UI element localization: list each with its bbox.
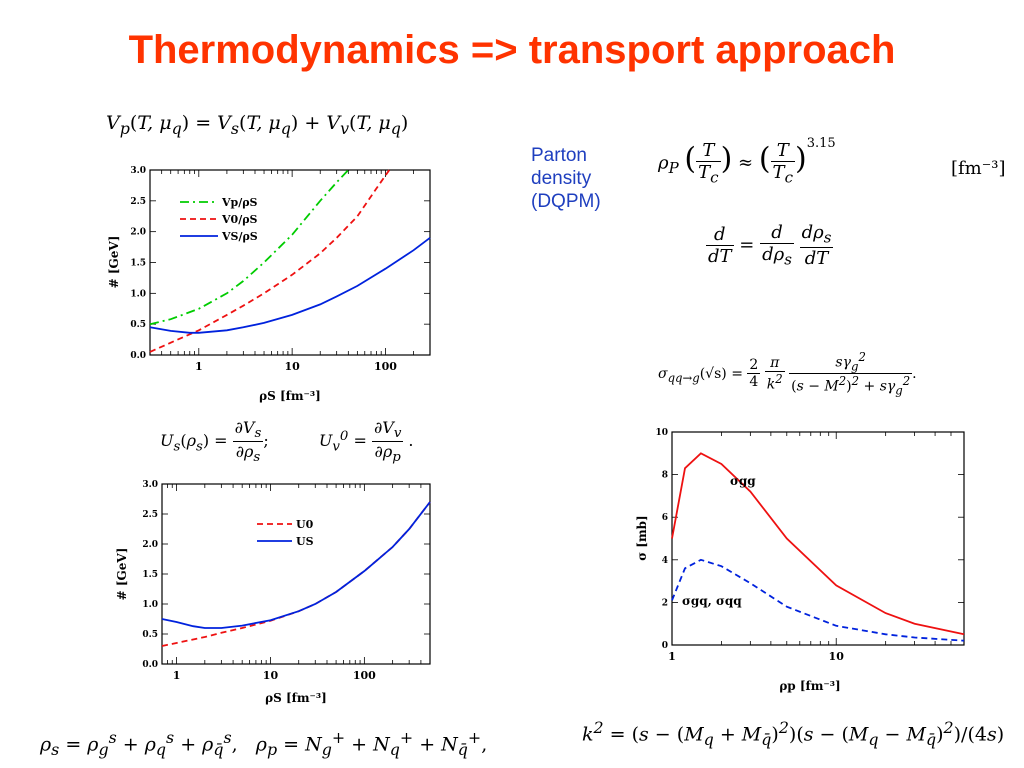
density-unit: [fm⁻³] <box>951 158 1006 179</box>
note-line-1: Parton <box>531 145 587 166</box>
y-tick-label: 0.5 <box>142 630 158 640</box>
y-tick-label: 10 <box>655 428 668 438</box>
density-power-equation: ρP (T Tc) ≈ (T Tc)3.15 <box>658 136 836 187</box>
density-definitions-equation: ρs = ρgs + ρqs + ρq̄s, ρp = Ng+ + Nq+ + … <box>40 728 488 760</box>
x-tick-label: 1 <box>173 669 181 682</box>
y-tick-label: 0.0 <box>142 660 158 670</box>
plot-frame <box>671 431 965 646</box>
y-axis-label: # [GeV] <box>107 236 121 289</box>
x-axis-label: ρS [fm⁻³] <box>259 389 321 403</box>
k-squared-equation: k2 = (s − (Mq + Mq̄)2)(s − (Mq − Mq̄)2)/… <box>582 718 1005 750</box>
chain-rule-equation: d dT = d dρs dρs dT <box>706 222 834 269</box>
y-tick-label: 3.0 <box>142 480 158 490</box>
parton-density-note: Parton density (DQPM) <box>531 144 601 213</box>
legend-label-1: US <box>296 535 314 548</box>
series-line-2 <box>149 237 431 334</box>
potential-chart: 1 10 100 0.0 0.5 1.0 1.5 2.0 2.5 3.0 Vp/ρS V0/ρS VS/… <box>107 166 431 403</box>
potential-sum-equation: Vp(T, μq) = Vs(T, μq) + Vv(T, μq) <box>106 112 409 138</box>
x-tick-label: 10 <box>263 669 279 682</box>
y-tick-label: 3.0 <box>130 166 146 176</box>
note-line-3: (DQPM) <box>531 191 601 212</box>
y-axis-label: σ [mb] <box>635 515 649 560</box>
y-tick-label: 0.5 <box>130 320 146 330</box>
field-chart: 1 10 100 0.0 0.5 1.0 1.5 2.0 2.5 3.0 U0 US ρS [fm⁻³]… <box>115 480 431 705</box>
plot-frame <box>149 169 431 356</box>
y-tick-label: 6 <box>662 513 668 523</box>
y-tick-label: 2.5 <box>142 510 158 520</box>
series-line-0 <box>149 169 349 326</box>
y-tick-label: 2 <box>662 598 668 608</box>
potential-derivatives-equation: Us(ρs) = ∂Vs ∂ρs; Uv0 = ∂Vv ∂ρp . <box>160 418 414 466</box>
y-tick-label: 1.5 <box>142 570 158 580</box>
y-tick-label: 2.5 <box>130 197 146 207</box>
y-tick-label: 1.5 <box>130 259 146 269</box>
legend-label-2: VS/ρS <box>221 230 258 243</box>
y-tick-label: 2.0 <box>130 228 146 238</box>
y-tick-label: 8 <box>662 471 668 481</box>
cross-section-chart: 1 10 0 2 4 6 8 10 σgg σgq, σqq ρp [fm⁻³] σ [mb] <box>635 428 965 693</box>
series-line-1 <box>671 558 965 642</box>
note-line-2: density <box>531 168 592 189</box>
y-tick-label: 1.0 <box>142 600 158 610</box>
x-tick-label: 1 <box>195 360 203 373</box>
legend-label-0: U0 <box>296 518 314 531</box>
x-axis-label: ρS [fm⁻³] <box>265 691 327 705</box>
x-tick-label: 1 <box>668 650 676 663</box>
x-tick-label: 100 <box>353 669 376 682</box>
series-line-1 <box>161 501 431 629</box>
y-tick-label: 0 <box>662 641 668 651</box>
series-line-0 <box>671 452 965 636</box>
x-tick-label: 10 <box>829 650 845 663</box>
y-tick-label: 1.0 <box>130 289 146 299</box>
x-axis-label: ρp [fm⁻³] <box>779 679 840 693</box>
x-tick-label: 10 <box>284 360 300 373</box>
x-tick-label: 100 <box>374 360 397 373</box>
series-annotation-1: σgq, σqq <box>682 594 742 608</box>
legend-label-1: V0/ρS <box>221 213 258 226</box>
y-tick-label: 2.0 <box>142 540 158 550</box>
y-axis-label: # [GeV] <box>115 548 129 601</box>
series-annotation-0: σgg <box>730 474 756 488</box>
series-line-1 <box>149 169 391 353</box>
y-tick-label: 4 <box>662 556 668 566</box>
slide-title: Thermodynamics => transport approach <box>128 28 896 72</box>
y-tick-label: 0.0 <box>130 351 146 361</box>
legend-label-0: Vp/ρS <box>221 196 258 209</box>
